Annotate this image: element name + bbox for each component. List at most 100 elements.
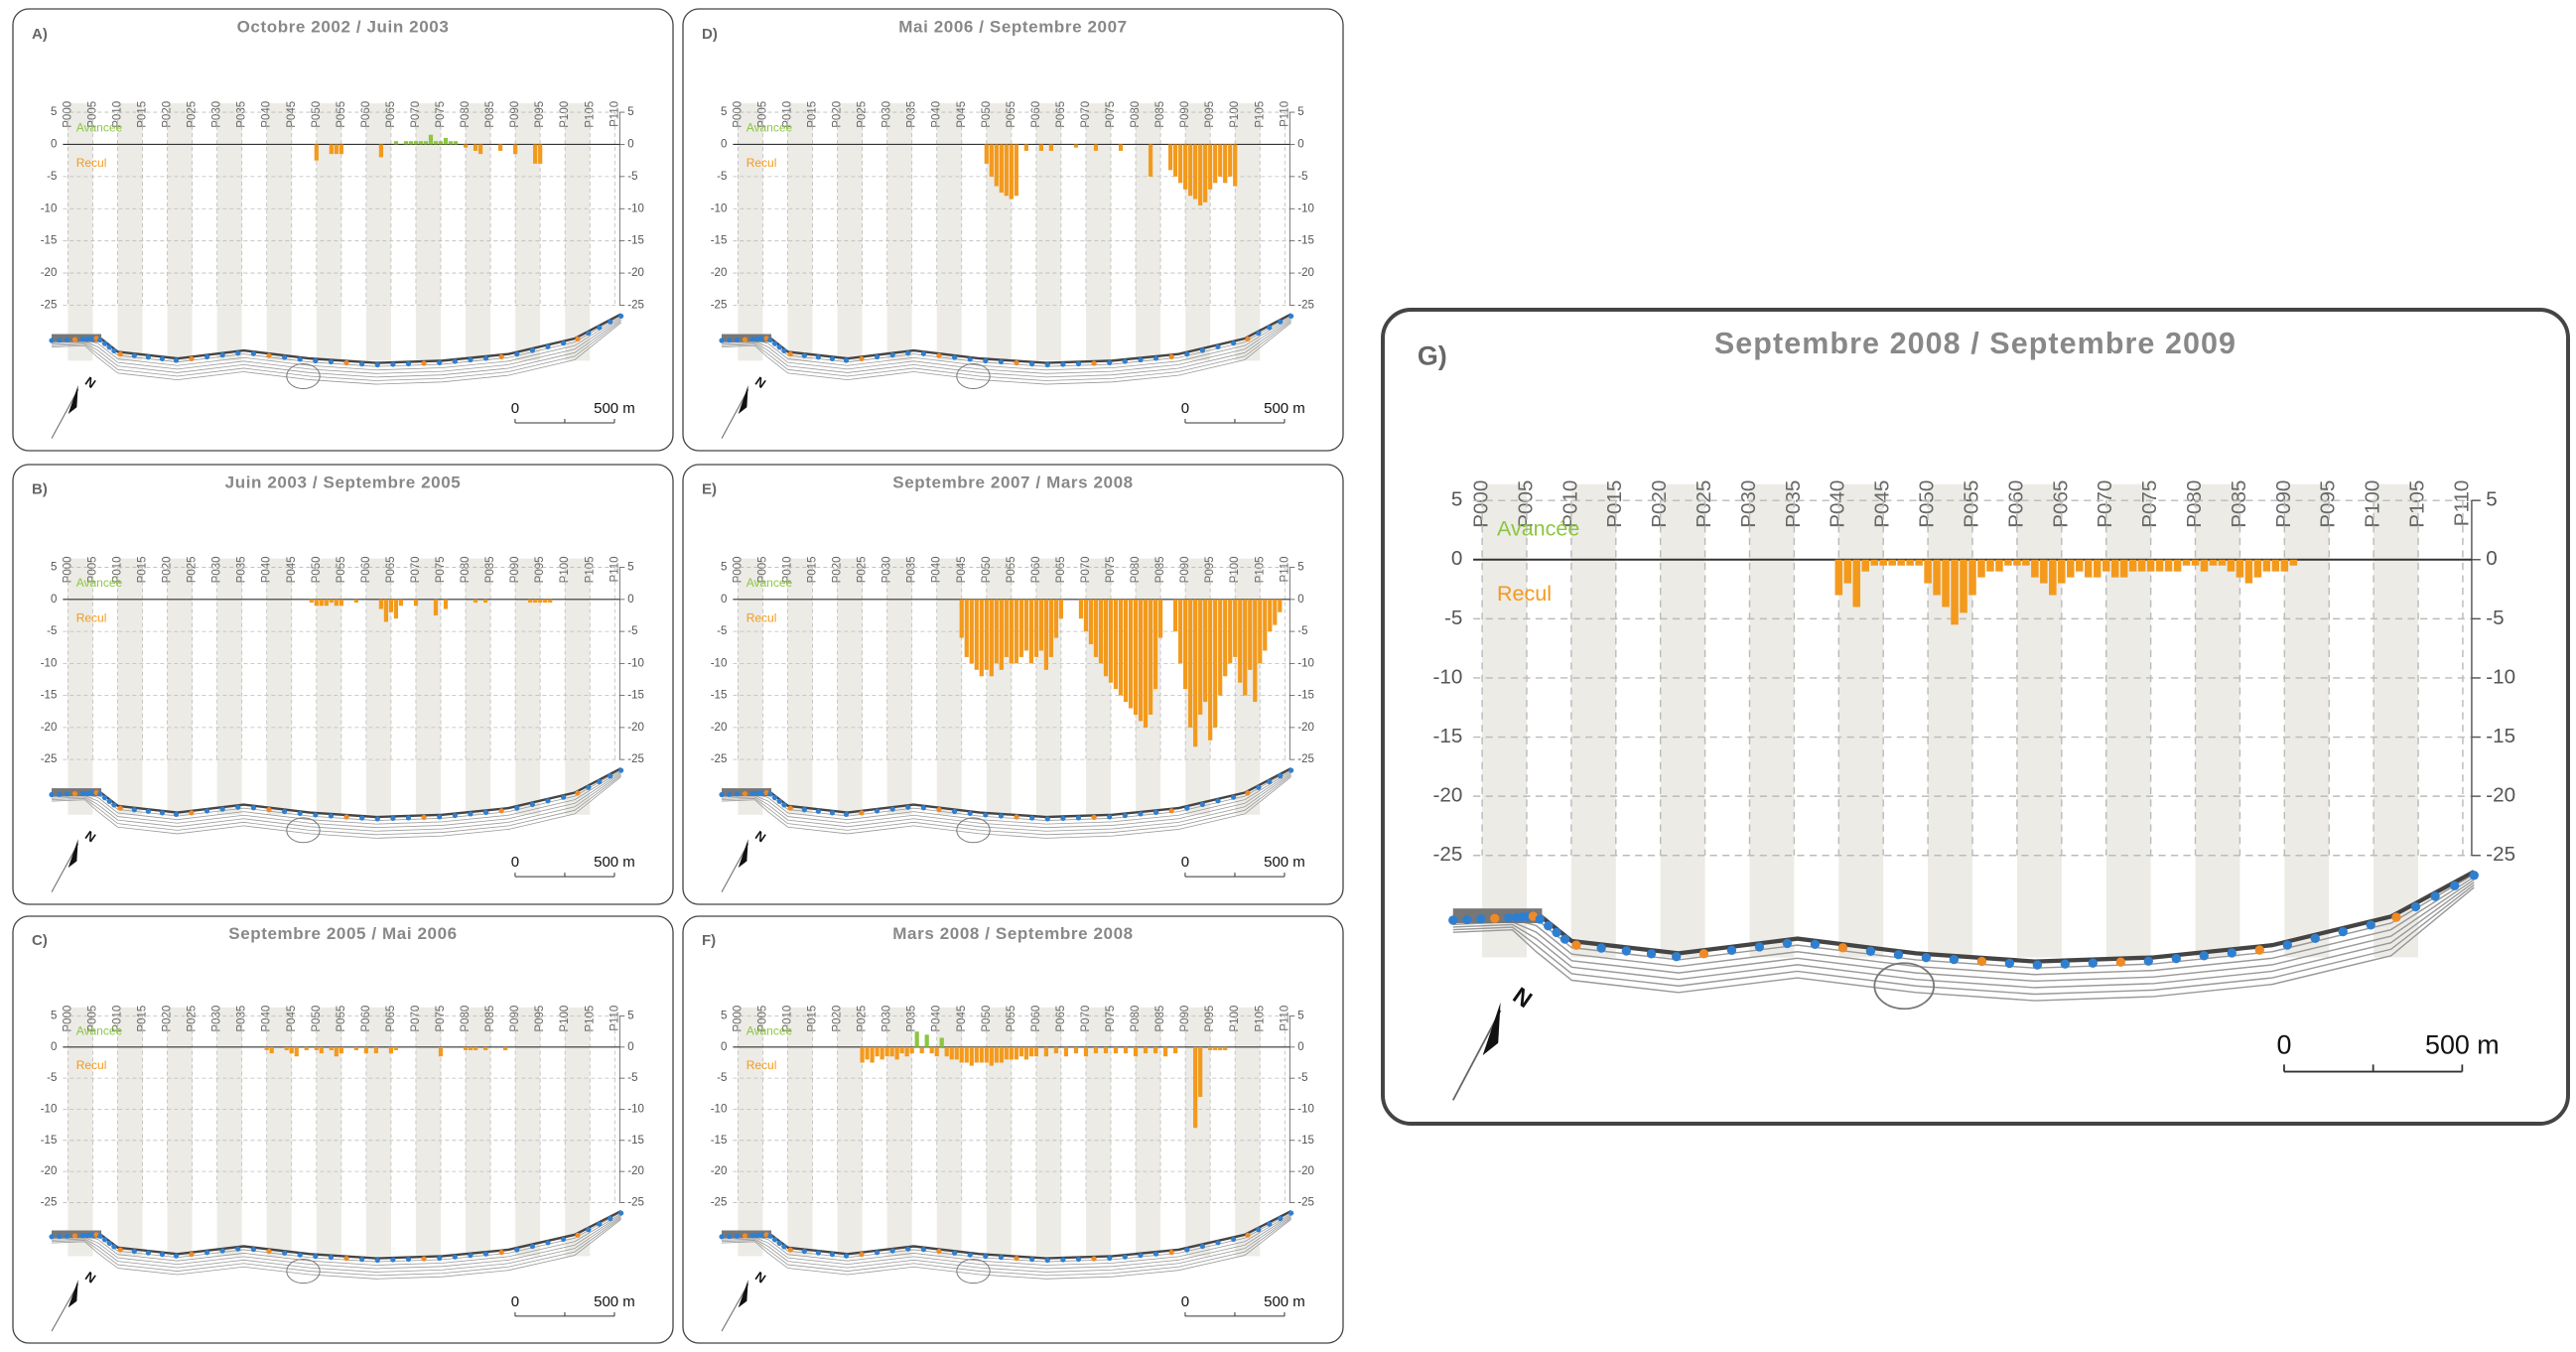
y-tick-label: 5 [721,106,727,118]
y2-tick-label: 0 [627,138,633,150]
bar [1198,144,1203,206]
bar [1897,559,1905,566]
profile-dot [586,1227,592,1233]
bar [865,1046,870,1060]
bar [443,137,449,145]
x-tick-label: P085 [2228,480,2250,528]
profile-dot [97,791,103,797]
scale-label: 0 [2276,1030,2291,1060]
bar [538,144,543,164]
y-tick-label: -5 [717,1072,727,1084]
profile-dot [2088,958,2098,968]
y2-tick-label: -20 [1297,722,1314,734]
profile-dot [343,814,349,820]
profile-dot [498,808,504,814]
scale-label: 500 m [2425,1030,2500,1060]
x-tick-label: P080 [2183,480,2206,528]
stripe [415,1007,442,1257]
profile-dot [282,808,288,815]
profile-dot [468,1253,474,1259]
bar [1193,144,1198,200]
profile-dot [575,1232,581,1238]
x-tick-label: P035 [1782,480,1805,528]
north-arrow-head [68,839,78,869]
profile-dot [1029,1257,1035,1263]
x-tick-label: P005 [1514,480,1537,528]
bar [989,1046,994,1066]
bar [889,1046,894,1057]
y2-tick-label: -10 [1297,1104,1314,1116]
profile-dot [2199,951,2209,961]
profile-dot [71,1233,78,1239]
profile-dot [514,805,520,811]
profile-dot [1107,359,1113,366]
profile-dot [328,813,335,819]
y2-tick-label: 0 [1297,138,1303,150]
y-tick-label: -15 [41,235,58,247]
profile-dot [545,1240,551,1246]
profile-dot [1288,767,1294,773]
bar [1258,599,1263,664]
coastline [722,1214,1291,1270]
scale-label: 0 [511,400,519,417]
bar [473,1046,478,1050]
chart-panel: G) Septembre 2008 / Septembre 2009 P000 P00… [1381,308,2570,1126]
bar [1009,599,1014,664]
profile-dot [1726,945,1737,956]
profile-dot [859,810,865,816]
bar [497,144,503,151]
bar [363,1046,368,1054]
x-tick-label: P020 [1648,480,1671,528]
coastline [52,773,621,832]
bar [1167,144,1173,171]
profile-dot [1152,1251,1159,1257]
profile-dot [1075,815,1082,821]
profile-dot [575,790,581,796]
y-tick-label: -15 [41,1135,58,1147]
coastline [52,321,621,381]
coastline [52,774,621,836]
y2-tick-label: -15 [627,1135,644,1147]
profile-dot [1091,1256,1097,1262]
coastline [1452,881,2475,989]
stripe [316,558,341,815]
panel-letter: B) [32,481,48,498]
profile-dot [1476,914,1486,924]
bar [989,599,994,677]
y2-tick-label: -25 [1297,1196,1314,1208]
stripe [68,558,93,815]
profile-dot [405,815,412,821]
stripe [1660,483,1705,958]
stripe [167,103,193,361]
profile-dot [1288,1210,1294,1216]
bar [969,1046,974,1066]
north-arrow [51,1284,79,1332]
y2-tick-label: -10 [1297,657,1314,669]
profile-dot [829,355,836,362]
profile-dot [874,1250,881,1256]
bar [1004,599,1009,657]
bar [1033,1046,1038,1057]
stripe [365,558,391,815]
coastline [52,319,621,378]
profile-dot [801,807,807,813]
scale-label: 500 m [594,1293,635,1310]
y2-tick-label: -20 [2486,784,2515,807]
bar [329,144,334,155]
bar [1198,599,1203,715]
bar [463,144,469,148]
bar [1273,599,1278,625]
y2-tick-label: 5 [1297,562,1303,574]
bar [1278,599,1283,612]
coastline [1452,883,2475,996]
bar [989,144,994,177]
scale-label: 500 m [1264,854,1305,871]
profile-dot [101,340,108,346]
profile-dot [771,1237,778,1243]
y-tick-label: -15 [711,235,728,247]
profile-dot [421,814,427,820]
profile-dot [967,1252,973,1258]
profile-dot [998,1255,1005,1261]
profile-dot [2282,940,2292,950]
profile-dot [421,360,427,366]
